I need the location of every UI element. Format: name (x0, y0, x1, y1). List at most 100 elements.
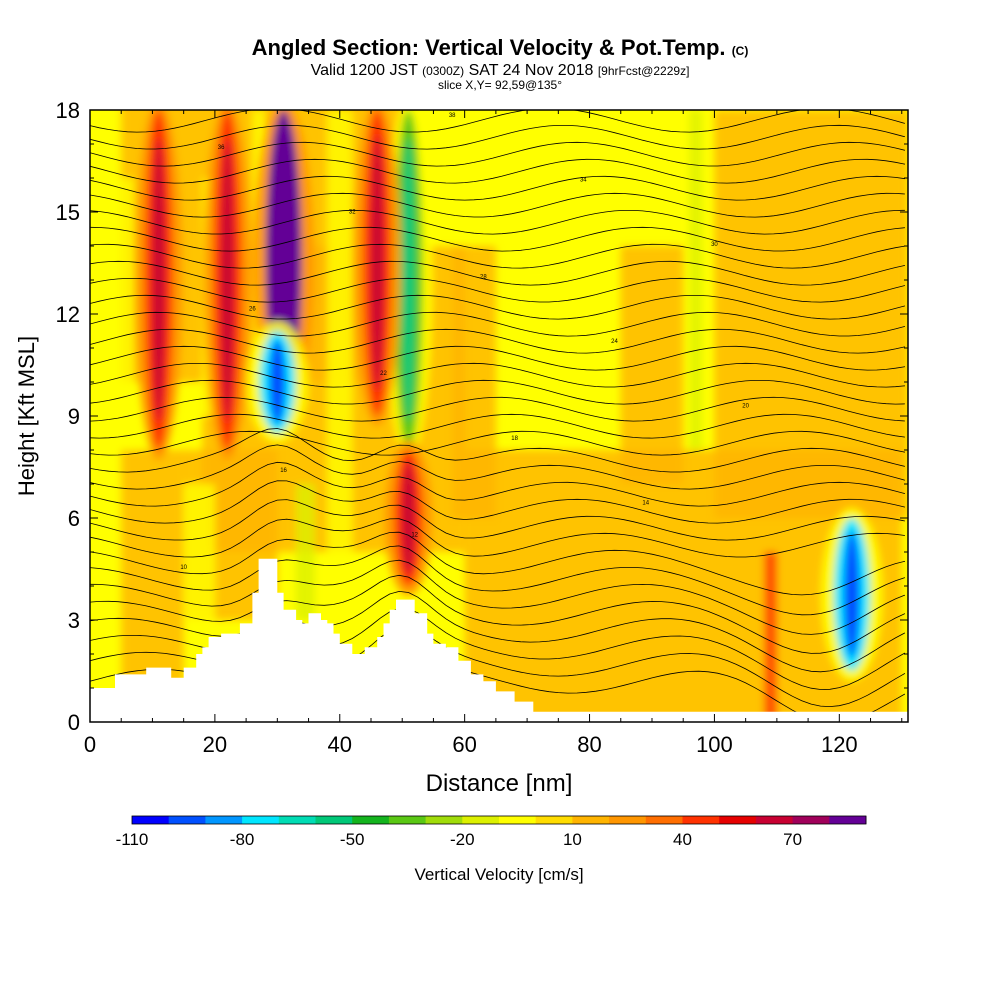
colorbar-swatch (205, 816, 243, 824)
y-axis-label: Height [Kft MSL] (14, 336, 39, 496)
colorbar-swatch (242, 816, 280, 824)
x-tick-label: 80 (577, 732, 601, 757)
colorbar-swatch (425, 816, 463, 824)
colorbar-swatch (132, 816, 170, 824)
x-tick-label: 40 (328, 732, 352, 757)
isentrope-line (90, 461, 906, 507)
x-tick-label: 120 (821, 732, 858, 757)
velocity-shading (183, 484, 215, 620)
isentrope-line (90, 545, 906, 616)
isentrope-line (90, 277, 905, 303)
velocity-feature-core (221, 138, 234, 422)
isentrope-label: 14 (642, 500, 649, 506)
isentrope-line (90, 158, 905, 184)
isentrope-label: 24 (611, 339, 618, 345)
isentrope-line (90, 110, 906, 133)
colorbar-swatch (278, 816, 316, 824)
y-tick-label: 6 (68, 506, 80, 531)
colorbar-swatch (682, 816, 720, 824)
velocity-feature-core (152, 138, 165, 422)
isentrope-line (90, 260, 905, 286)
y-tick-label: 9 (68, 404, 80, 429)
colorbar-tick-label: -110 (116, 830, 149, 849)
isentrope-line (90, 480, 905, 524)
velocity-feature-core (402, 138, 415, 422)
colorbar-tick-label: 40 (673, 830, 692, 849)
plot-area: 10 12 14 16 18 20 22 24 26 28 30 32 34 36 38 (90, 110, 908, 722)
colorbar-swatch (462, 816, 500, 824)
isentrope-label: 36 (218, 145, 225, 151)
colorbar-swatch (719, 816, 757, 824)
colorbar-frame (131, 815, 867, 825)
velocity-shading (296, 484, 315, 620)
isentrope-line (90, 243, 905, 269)
isentrope-label: 28 (480, 274, 487, 280)
x-tick-label: 0 (84, 732, 96, 757)
isentrope-line (90, 499, 905, 541)
colorbar-swatch (315, 816, 353, 824)
forecast-info: [9hrFcst@2229z] (597, 64, 690, 78)
isentrope-label: 20 (742, 404, 749, 410)
y-tick-label: 18 (56, 98, 80, 123)
isentrope-label: 16 (280, 468, 287, 474)
velocity-shading (121, 178, 134, 450)
isentrope-line (90, 294, 906, 320)
colorbar-tick-label: -80 (230, 830, 255, 849)
isentrope-line (90, 362, 905, 388)
isentrope-label: 26 (249, 307, 256, 313)
isentrope-line (90, 192, 905, 218)
isentrope-line (90, 531, 905, 596)
x-tick-label: 60 (452, 732, 476, 757)
isentrope-label: 10 (180, 565, 187, 571)
chart-title-suffix: (C) (731, 44, 749, 58)
isentrope-label: 34 (580, 177, 587, 183)
isentrope-line (90, 444, 906, 490)
isentrope-label: 18 (511, 436, 518, 442)
velocity-feature-core (370, 135, 384, 391)
isentrope-line (90, 379, 905, 405)
colorbar-tick-label: -50 (340, 830, 365, 849)
isentrope-label: 12 (411, 533, 418, 539)
velocity-feature-core (843, 530, 860, 659)
x-axis-label: Distance [nm] (426, 770, 573, 797)
colorbar-swatch (609, 816, 647, 824)
isentrope-line (90, 518, 905, 558)
colorbar-tick-label: 70 (783, 830, 802, 849)
isentrope-line (90, 209, 905, 235)
velocity-feature-core (402, 461, 415, 575)
y-tick-label: 3 (68, 608, 80, 633)
isentrope-line (90, 428, 905, 473)
colorbar: -110 -80 -50 -20 10 40 70 (116, 815, 867, 849)
colorbar-swatch (388, 816, 427, 824)
valid-date: SAT 24 Nov 2018 (468, 62, 594, 79)
y-tick-label: 12 (56, 302, 80, 327)
isentrope-line (90, 574, 906, 654)
colorbar-swatch (168, 816, 206, 824)
x-tick-label: 20 (203, 732, 227, 757)
velocity-shading (714, 110, 908, 518)
y-tick-label: 15 (56, 200, 80, 225)
chart-title-text: Angled Section: Vertical Velocity & Pot.… (251, 35, 726, 60)
x-tick-label: 100 (696, 732, 733, 757)
velocity-shading (764, 552, 777, 722)
valid-time: Valid 1200 JST (0300Z) SAT 24 Nov 2018 [… (0, 63, 1000, 79)
isentrope-line (90, 328, 905, 354)
isentrope-line (90, 430, 905, 456)
colorbar-swatch (352, 816, 390, 824)
isentrope-label: 38 (449, 113, 456, 119)
isentrope-line (90, 396, 905, 422)
isentrope-label: 32 (349, 210, 356, 216)
isentrope-line (90, 311, 906, 337)
isentrope-line (90, 226, 905, 252)
velocity-shading (620, 246, 684, 484)
colorbar-swatch (572, 816, 610, 824)
colorbar-swatch (645, 816, 683, 824)
colorbar-label: Vertical Velocity [cm/s] (414, 865, 583, 884)
isentrope-line (90, 559, 906, 635)
colorbar-swatch (499, 816, 537, 824)
isentrope-line (90, 413, 905, 439)
colorbar-swatch (755, 816, 794, 824)
slice-info: slice X,Y= 92,59@135° (437, 78, 563, 92)
valid-time-local: Valid 1200 JST (310, 62, 418, 79)
